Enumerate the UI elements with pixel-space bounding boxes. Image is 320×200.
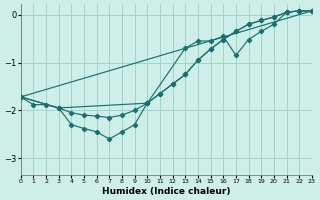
X-axis label: Humidex (Indice chaleur): Humidex (Indice chaleur) <box>102 187 230 196</box>
